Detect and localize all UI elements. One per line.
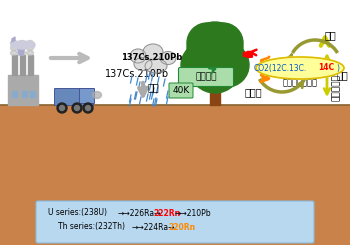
- Ellipse shape: [92, 91, 102, 98]
- Text: 降雨: 降雨: [148, 82, 160, 92]
- Circle shape: [83, 103, 93, 113]
- Ellipse shape: [160, 51, 176, 64]
- Bar: [0, 105, 350, 245]
- Text: 光合成: 光合成: [245, 87, 262, 97]
- Circle shape: [60, 106, 64, 110]
- Ellipse shape: [256, 57, 344, 79]
- FancyBboxPatch shape: [79, 88, 94, 103]
- Bar: [30, 91, 35, 97]
- Ellipse shape: [27, 46, 34, 50]
- Text: →→226Ra→: →→226Ra→: [118, 208, 161, 218]
- Text: 220Rn: 220Rn: [168, 222, 195, 232]
- FancyBboxPatch shape: [55, 88, 93, 106]
- Text: 137Cs.210Pb: 137Cs.210Pb: [121, 53, 183, 62]
- Text: 14C: 14C: [318, 63, 334, 73]
- Bar: [210, 70, 220, 105]
- Text: →→224Ra→: →→224Ra→: [132, 222, 175, 232]
- Polygon shape: [17, 45, 25, 55]
- Bar: [12, 91, 17, 97]
- Ellipse shape: [27, 50, 34, 56]
- Circle shape: [187, 23, 227, 63]
- Circle shape: [203, 23, 243, 63]
- Circle shape: [187, 22, 243, 78]
- Text: Th series:(232Th): Th series:(232Th): [58, 222, 127, 232]
- Ellipse shape: [27, 40, 34, 46]
- Circle shape: [75, 106, 79, 110]
- Ellipse shape: [10, 40, 18, 46]
- Ellipse shape: [19, 40, 26, 46]
- Text: 40K: 40K: [172, 86, 190, 95]
- Text: 呼吸: 呼吸: [324, 30, 336, 40]
- Ellipse shape: [31, 42, 35, 48]
- Circle shape: [181, 43, 225, 87]
- Polygon shape: [12, 37, 15, 43]
- Ellipse shape: [10, 50, 18, 56]
- Circle shape: [57, 103, 67, 113]
- Bar: [12, 55, 17, 75]
- Text: 222Rn: 222Rn: [153, 208, 180, 218]
- Bar: [8, 75, 38, 105]
- Bar: [22, 91, 27, 97]
- FancyBboxPatch shape: [178, 68, 233, 86]
- Ellipse shape: [145, 59, 167, 73]
- Text: 根の吸収: 根の吸収: [195, 73, 217, 82]
- Text: U series:(238U): U series:(238U): [48, 208, 109, 218]
- Text: 分解・放幕: 分解・放幕: [331, 74, 341, 101]
- Circle shape: [205, 43, 249, 87]
- Ellipse shape: [11, 41, 33, 49]
- FancyBboxPatch shape: [169, 83, 193, 98]
- Ellipse shape: [143, 44, 163, 60]
- Text: →→210Pb: →→210Pb: [175, 208, 212, 218]
- Text: 浸透: 浸透: [337, 70, 349, 80]
- FancyBboxPatch shape: [36, 201, 314, 243]
- Bar: [28, 55, 33, 75]
- Ellipse shape: [19, 46, 26, 50]
- Text: CO2(12C.13C.: CO2(12C.13C.: [253, 63, 307, 73]
- Text: ): ): [336, 63, 339, 73]
- Ellipse shape: [10, 46, 18, 50]
- Text: （微）生物活動: （微）生物活動: [282, 78, 317, 87]
- Circle shape: [85, 106, 91, 110]
- Text: 137Cs.210Pb: 137Cs.210Pb: [105, 69, 169, 79]
- Ellipse shape: [130, 49, 146, 63]
- Ellipse shape: [19, 50, 26, 56]
- Ellipse shape: [134, 58, 152, 71]
- Bar: [20, 55, 25, 75]
- Circle shape: [189, 41, 241, 93]
- Circle shape: [72, 103, 82, 113]
